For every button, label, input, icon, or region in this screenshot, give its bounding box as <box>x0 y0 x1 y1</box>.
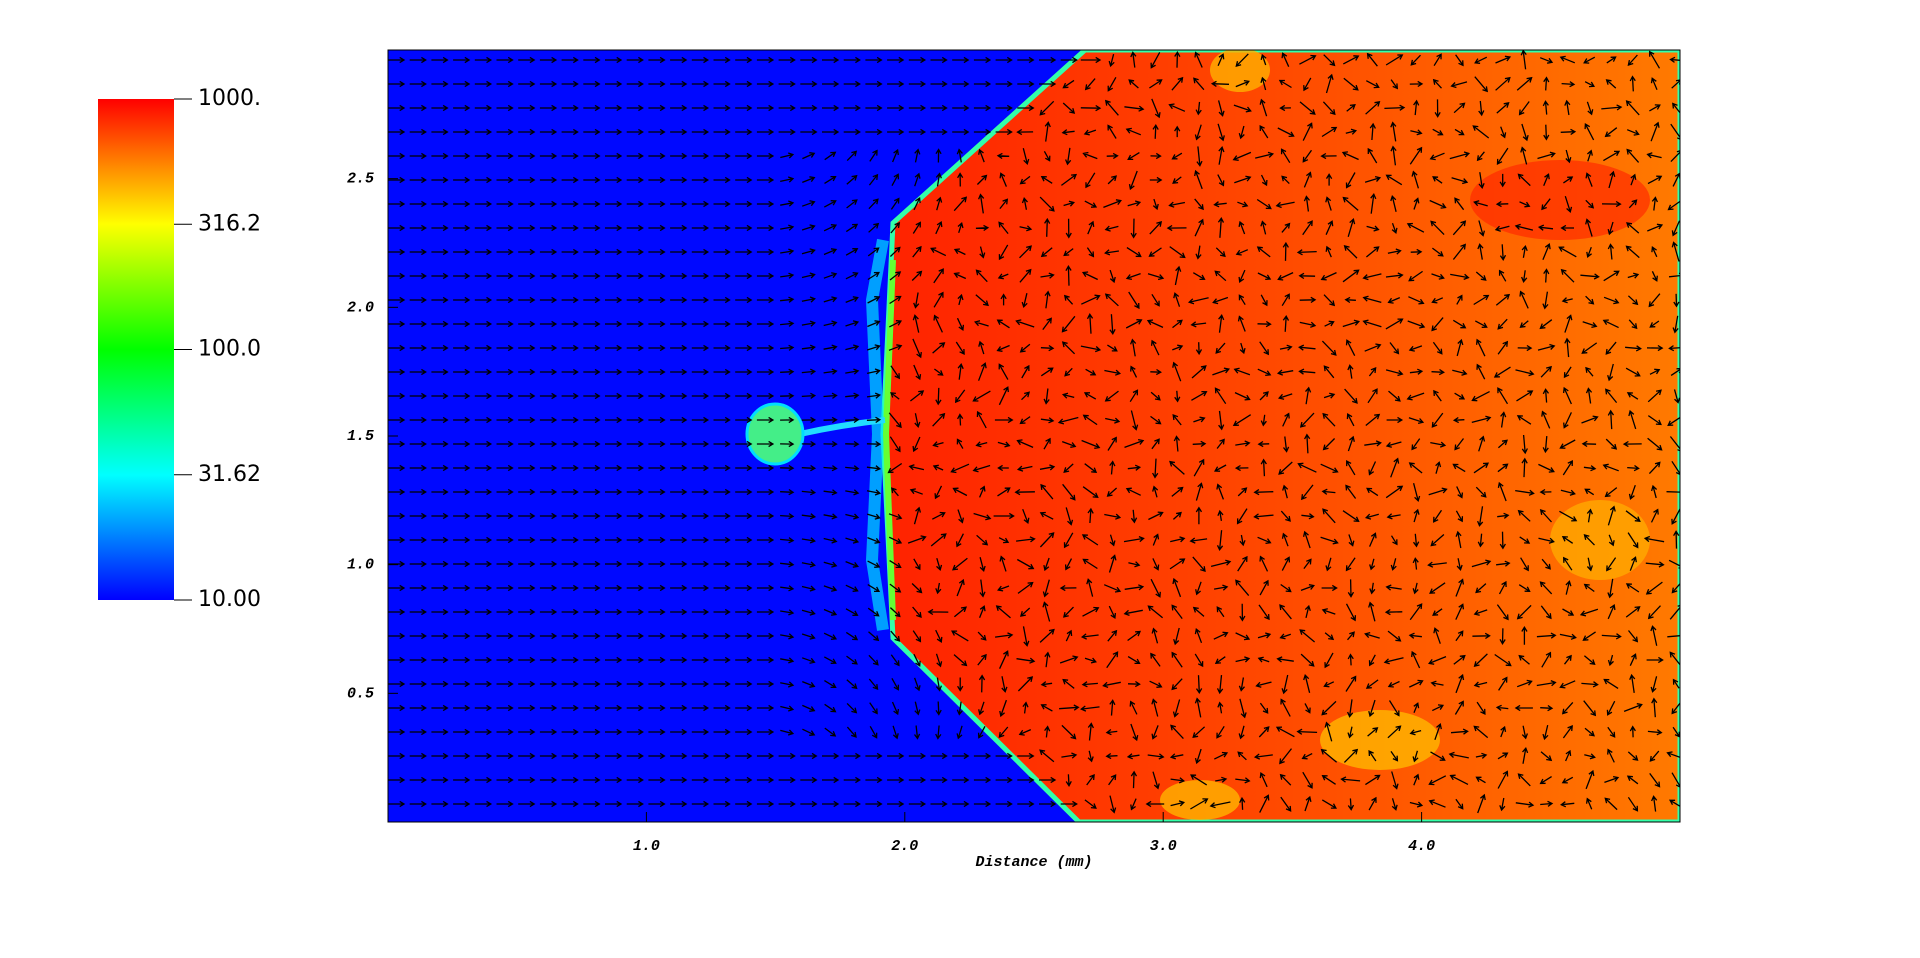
field <box>388 50 1680 822</box>
hot-patch <box>1160 780 1240 820</box>
hot-patch <box>1470 160 1650 240</box>
y-tick-label: 1.0 <box>347 557 374 574</box>
x-tick-label: 4.0 <box>1408 838 1435 855</box>
droplet <box>745 402 805 466</box>
x-tick-label: 2.0 <box>891 838 918 855</box>
jet <box>799 417 886 437</box>
y-tick-label: 2.0 <box>347 299 374 316</box>
colorbar-tick-label: 31.62 <box>198 462 261 487</box>
colorbar-tick-label: 100.0 <box>198 337 261 362</box>
hot-region <box>880 50 1680 822</box>
colorbar-tick-label: 10.00 <box>198 587 261 612</box>
x-tick-label: 1.0 <box>633 838 660 855</box>
x-tick-label: 3.0 <box>1150 838 1177 855</box>
hot-patch <box>1320 710 1440 770</box>
y-tick-label: 0.5 <box>347 685 374 702</box>
x-axis-label: Distance (mm) <box>975 854 1092 871</box>
colorbar-tick-label: 316.2 <box>198 211 261 236</box>
vector-arrows <box>388 50 1680 814</box>
y-tick-label: 1.5 <box>347 428 374 445</box>
shock-edge <box>865 238 889 631</box>
colorbar <box>98 99 174 600</box>
hot-patch <box>1210 50 1270 92</box>
shock-edge <box>882 259 896 621</box>
colorbar-tick-label: 1000. <box>198 86 261 111</box>
y-tick-label: 2.5 <box>347 171 374 188</box>
